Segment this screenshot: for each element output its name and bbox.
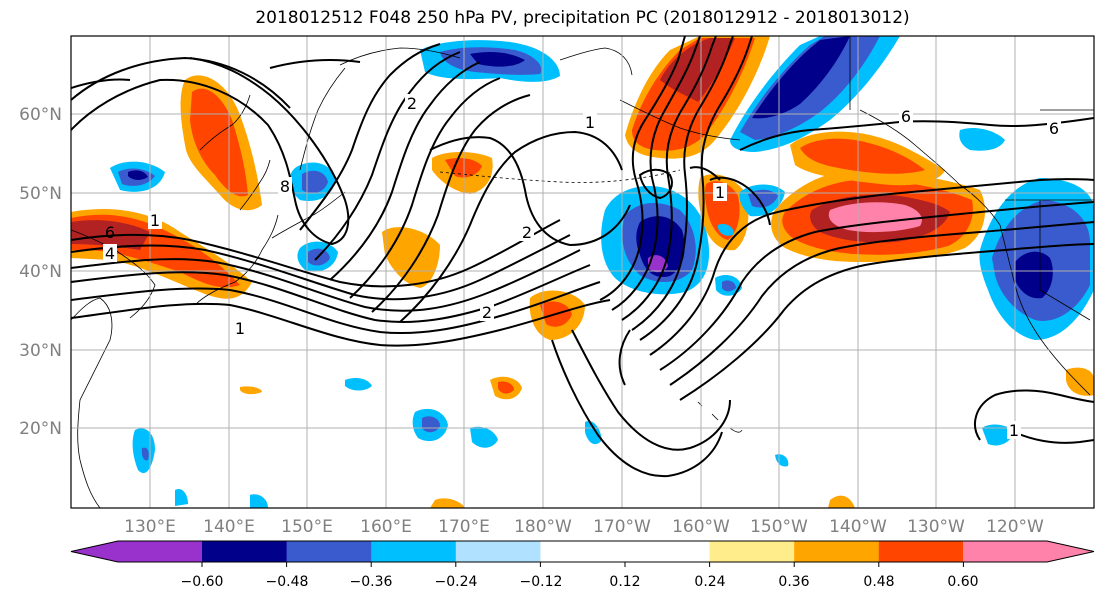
lat-label: 20°N: [19, 419, 62, 439]
contour-label: 8: [280, 177, 290, 196]
contour-label: 2: [522, 223, 532, 242]
colorbar-tick-labels: −0.60 −0.48 −0.36 −0.24 −0.12 0.12 0.24 …: [181, 574, 979, 590]
colorbar-tick-label: −0.60: [181, 574, 224, 590]
colorbar-tick-label: 0.36: [778, 574, 809, 590]
colorbar-swatch: [878, 541, 964, 562]
contour-label: 1: [715, 183, 725, 202]
lat-label: 50°N: [19, 184, 62, 204]
colorbar-tick-label: 0.48: [863, 574, 894, 590]
graticule: [71, 36, 1094, 508]
colorbar-tick-label: −0.12: [520, 574, 563, 590]
lon-label: 130°W: [907, 517, 965, 537]
lat-label: 60°N: [19, 105, 62, 125]
latitude-labels: 20°N 30°N 40°N 50°N 60°N: [19, 105, 62, 439]
colorbar-tick-label: −0.24: [435, 574, 478, 590]
colorbar-tick-label: −0.36: [350, 574, 393, 590]
lon-label: 120°W: [986, 517, 1044, 537]
colorbar-tick-label: 0.24: [694, 574, 725, 590]
figure-title: 2018012512 F048 250 hPa PV, precipitatio…: [255, 8, 910, 28]
colorbar: −0.60 −0.48 −0.36 −0.24 −0.12 0.12 0.24 …: [70, 540, 1095, 590]
colorbar-tick-label: 0.60: [947, 574, 978, 590]
colorbar-swatch: [540, 541, 626, 562]
contour-label: 6: [105, 223, 115, 242]
colorbar-outline: [70, 540, 1095, 563]
contour-label: 2: [407, 94, 417, 113]
contour-labels: 1 1 2 2 1 6 6 6 4 8 2 1 1: [103, 94, 1061, 440]
contour-label: 1: [1009, 421, 1019, 440]
colorbar-swatch: [963, 541, 1094, 562]
contour-label: 4: [105, 244, 115, 263]
contour-label: 1: [585, 113, 595, 132]
contour-label: 2: [482, 303, 492, 322]
colorbar-tick-label: 0.12: [609, 574, 640, 590]
lon-label: 180°W: [514, 517, 572, 537]
lon-label: 150°E: [281, 517, 333, 537]
colorbar-swatch: [286, 541, 372, 562]
contour-label: 1: [150, 211, 160, 230]
colorbar-swatch: [371, 541, 457, 562]
colorbar-swatch: [202, 541, 288, 562]
colorbar-swatch: [709, 541, 795, 562]
map-background: [71, 36, 1094, 508]
colorbar-swatch: [71, 541, 202, 562]
lon-label: 170°E: [438, 517, 490, 537]
colorbar-swatch: [794, 541, 880, 562]
lon-label: 140°W: [829, 517, 887, 537]
lon-label: 140°E: [203, 517, 255, 537]
contour-label: 6: [901, 107, 911, 126]
lon-label: 130°E: [124, 517, 176, 537]
lon-label: 170°W: [593, 517, 651, 537]
colorbar-tick-label: −0.48: [266, 574, 309, 590]
contour-label: 6: [1049, 119, 1059, 138]
map-frame: [70, 35, 1095, 509]
colorbar-swatch: [625, 541, 711, 562]
longitude-labels: 130°E 140°E 150°E 160°E 170°E 180°W 170°…: [124, 517, 1044, 537]
lat-label: 30°N: [19, 341, 62, 361]
contour-label: 1: [235, 319, 245, 338]
lon-label: 150°W: [750, 517, 808, 537]
lat-label: 40°N: [19, 262, 62, 282]
lon-label: 160°W: [672, 517, 730, 537]
colorbar-swatch: [455, 541, 541, 562]
lon-label: 160°E: [360, 517, 412, 537]
